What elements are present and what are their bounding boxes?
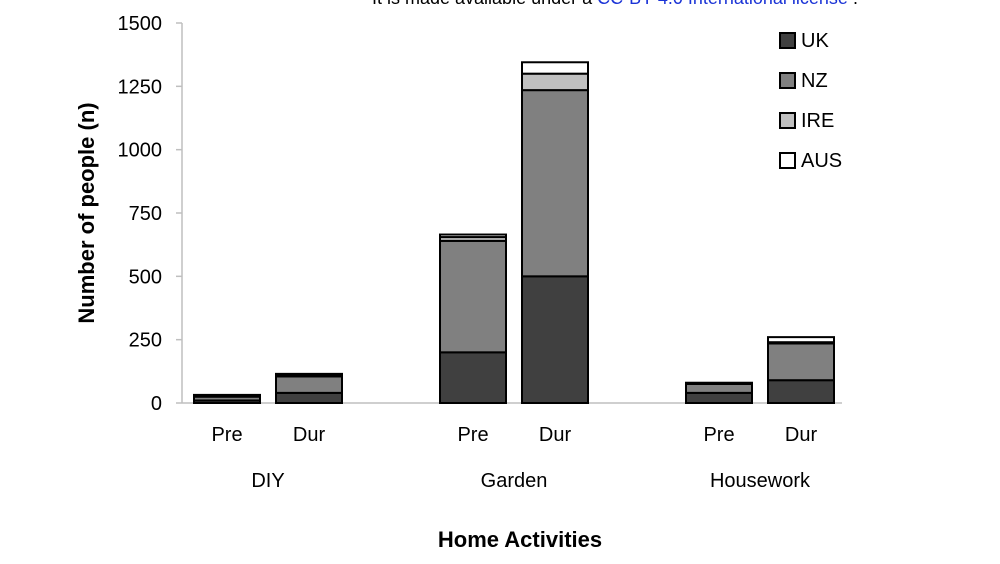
- y-axis-title: Number of people (n): [74, 102, 99, 323]
- bar-segment-nz: [439, 239, 507, 354]
- bar-segment-nz: [275, 375, 343, 394]
- y-tick-label: 250: [129, 330, 162, 352]
- bar-segment-nz: [767, 342, 835, 382]
- x-period-label: Pre: [703, 424, 734, 446]
- x-group-label: Garden: [481, 470, 548, 492]
- bar-segment-ire: [521, 72, 589, 92]
- legend-label: NZ: [801, 70, 828, 92]
- license-link[interactable]: CC-BY 4.0 International license: [597, 0, 848, 8]
- legend-swatch-nz: [779, 72, 796, 89]
- legend-swatch-uk: [779, 32, 796, 49]
- y-tick-label: 750: [129, 203, 162, 225]
- legend-label: UK: [801, 30, 829, 52]
- x-group-label: Housework: [710, 470, 811, 492]
- y-tick-label: 1000: [118, 140, 163, 162]
- bar-segment-uk: [685, 391, 753, 405]
- x-axis-title: Home Activities: [438, 527, 602, 552]
- x-axis-labels: Pre Dur DIY Pre Dur Garden Pre Dur Housework: [211, 424, 817, 492]
- y-tick-label: 1500: [118, 13, 163, 35]
- license-notice: It is made available under a CC-BY 4.0 I…: [372, 0, 858, 9]
- x-period-label: Pre: [457, 424, 488, 446]
- bar-segment-aus: [767, 336, 835, 344]
- bar-segment-nz: [685, 383, 753, 394]
- bar-segment-aus: [439, 233, 507, 239]
- x-period-label: Dur: [539, 424, 572, 446]
- license-text: It is made available under a: [372, 0, 597, 8]
- bar-segment-nz: [521, 89, 589, 278]
- x-period-label: Pre: [211, 424, 242, 446]
- bar-segment-uk: [275, 391, 343, 405]
- x-group-label: DIY: [251, 470, 284, 492]
- legend-label: AUS: [801, 150, 842, 172]
- bar-segment-aus: [193, 393, 261, 397]
- bar-segment-aus: [685, 381, 753, 385]
- legend-swatch-aus: [779, 152, 796, 169]
- bar-segment-uk: [521, 275, 589, 405]
- y-tick-label: 1250: [118, 76, 163, 98]
- chart-bars: [193, 61, 835, 405]
- chart-legend: UK NZ IRE AUS: [779, 30, 842, 172]
- legend-label: IRE: [801, 110, 834, 132]
- license-suffix: .: [848, 0, 858, 8]
- x-period-label: Dur: [785, 424, 818, 446]
- y-tick-label: 0: [151, 393, 162, 415]
- x-period-label: Dur: [293, 424, 326, 446]
- bar-segment-uk: [439, 351, 507, 405]
- bar-segment-aus: [521, 61, 589, 75]
- y-tick-label: 500: [129, 266, 162, 288]
- bar-segment-uk: [767, 379, 835, 405]
- bar-segment-aus: [275, 372, 343, 377]
- legend-swatch-ire: [779, 112, 796, 129]
